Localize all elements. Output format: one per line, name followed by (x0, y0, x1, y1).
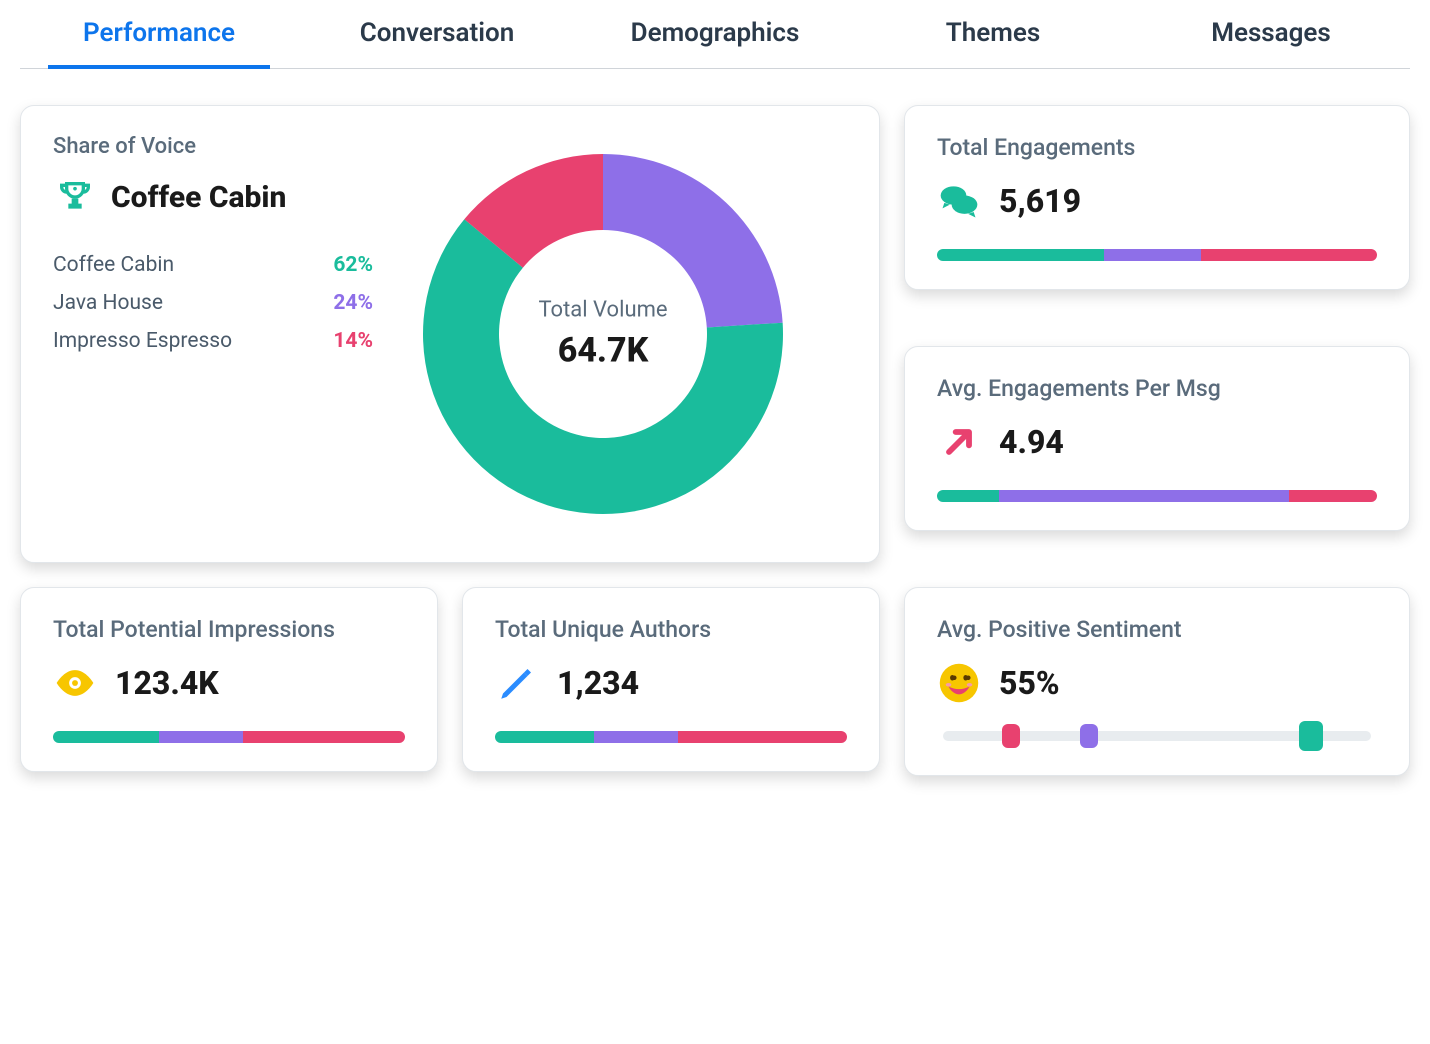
card-authors: Total Unique Authors 1,234 (462, 587, 880, 772)
metric-value: 5,619 (999, 182, 1081, 220)
tab-messages[interactable]: Messages (1132, 0, 1410, 68)
stacked-bar (495, 731, 847, 743)
smile-icon (937, 661, 981, 705)
trophy-icon (53, 175, 97, 219)
bar-segment (937, 490, 999, 502)
card-share-of-voice: Share of Voice Coffee Cabin Coffee Cabin (20, 105, 880, 563)
legend-label: Coffee Cabin (53, 253, 174, 277)
metric-value: 55% (999, 664, 1060, 702)
arrow-up-right-icon (937, 420, 981, 464)
tab-demographics[interactable]: Demographics (576, 0, 854, 68)
sentiment-marker (1299, 721, 1323, 751)
bar-segment (53, 731, 159, 743)
donut-center-value: 64.7K (538, 331, 667, 371)
card-total-engagements: Total Engagements 5,619 (904, 105, 1410, 290)
sov-title: Share of Voice (53, 134, 373, 159)
bar-segment (159, 731, 243, 743)
legend-row: Java House 24% (53, 291, 373, 315)
metric-value: 4.94 (999, 423, 1064, 461)
legend-value: 62% (333, 253, 373, 277)
card-title: Total Potential Impressions (53, 616, 405, 643)
bar-segment (678, 731, 847, 743)
bar-segment (1289, 490, 1377, 502)
stacked-bar (937, 249, 1377, 261)
tab-themes[interactable]: Themes (854, 0, 1132, 68)
bar-segment (999, 490, 1289, 502)
card-avg-engagements: Avg. Engagements Per Msg 4.94 (904, 346, 1410, 531)
bar-segment (243, 731, 405, 743)
metric-value: 123.4K (115, 664, 219, 702)
donut-center-label: Total Volume (538, 298, 667, 323)
pencil-icon (495, 661, 539, 705)
sentiment-track (943, 731, 1371, 741)
card-title: Total Engagements (937, 134, 1377, 161)
legend-label: Java House (53, 291, 163, 315)
sov-winner-name: Coffee Cabin (111, 180, 286, 215)
legend-value: 14% (333, 329, 373, 353)
bar-segment (495, 731, 594, 743)
legend-label: Impresso Espresso (53, 329, 232, 353)
bar-segment (594, 731, 678, 743)
bar-segment (937, 249, 1104, 261)
tab-performance[interactable]: Performance (20, 0, 298, 68)
card-sentiment: Avg. Positive Sentiment 55% (904, 587, 1410, 776)
sov-winner: Coffee Cabin (53, 175, 373, 219)
metric-value: 1,234 (557, 664, 639, 702)
stacked-bar (53, 731, 405, 743)
card-title: Total Unique Authors (495, 616, 847, 643)
sentiment-marker (1002, 724, 1020, 748)
card-title: Avg. Engagements Per Msg (937, 375, 1377, 402)
bar-segment (1104, 249, 1201, 261)
donut-chart: Total Volume 64.7K (403, 134, 803, 534)
legend-value: 24% (333, 291, 373, 315)
sentiment-marker (1080, 724, 1098, 748)
eye-icon (53, 661, 97, 705)
legend-row: Impresso Espresso 14% (53, 329, 373, 353)
dashboard-grid: Share of Voice Coffee Cabin Coffee Cabin (20, 105, 1410, 776)
tabs: Performance Conversation Demographics Th… (20, 0, 1410, 69)
card-impressions: Total Potential Impressions 123.4K (20, 587, 438, 772)
chat-bubbles-icon (937, 179, 981, 223)
stacked-bar (937, 490, 1377, 502)
legend-row: Coffee Cabin 62% (53, 253, 373, 277)
tab-conversation[interactable]: Conversation (298, 0, 576, 68)
card-title: Avg. Positive Sentiment (937, 616, 1377, 643)
bar-segment (1201, 249, 1377, 261)
